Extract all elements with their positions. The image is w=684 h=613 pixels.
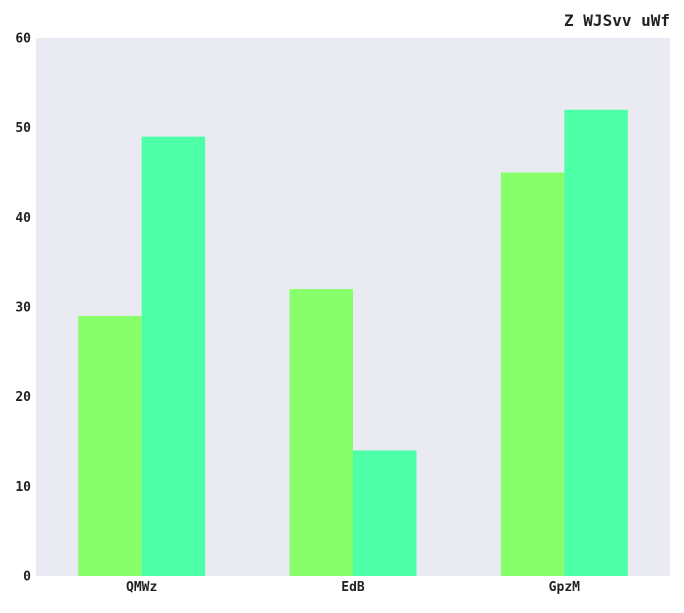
bar-qmwz-series-1 bbox=[78, 315, 142, 576]
y-tick-label: 50 bbox=[15, 121, 31, 136]
bar-edb-series-1 bbox=[289, 289, 353, 576]
y-tick-label: 10 bbox=[15, 480, 31, 495]
y-tick-label: 40 bbox=[15, 211, 31, 226]
y-axis-ticks: 0 10 20 30 40 50 60 bbox=[15, 32, 31, 585]
x-tick-label: GpzM bbox=[549, 580, 580, 595]
chart-title: Z WJSvv uWf bbox=[564, 11, 670, 30]
bar-edb-series-2 bbox=[353, 450, 417, 576]
y-tick-label: 20 bbox=[15, 390, 31, 405]
x-axis-ticks: QMWz EdB GpzM bbox=[126, 580, 580, 595]
bars-group bbox=[78, 109, 628, 576]
bar-gpzm-series-1 bbox=[500, 172, 565, 576]
x-tick-label: QMWz bbox=[126, 580, 157, 595]
x-tick-label: EdB bbox=[341, 580, 365, 595]
bar-gpzm-series-2 bbox=[564, 109, 628, 576]
y-tick-label: 0 bbox=[23, 570, 31, 585]
y-tick-label: 30 bbox=[15, 301, 31, 316]
bar-qmwz-series-2 bbox=[141, 136, 206, 576]
y-tick-label: 60 bbox=[15, 32, 31, 47]
